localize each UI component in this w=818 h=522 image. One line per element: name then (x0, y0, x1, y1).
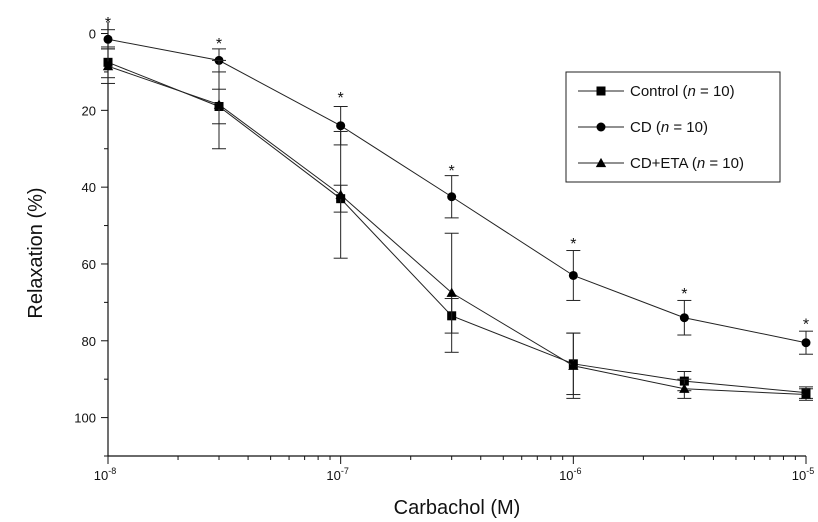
significance-star: * (105, 15, 111, 32)
y-tick-label: 40 (82, 180, 96, 195)
y-tick-label: 20 (82, 103, 96, 118)
significance-star: * (338, 90, 344, 107)
legend-item: CD (n = 10) (578, 119, 708, 136)
x-tick-label: 10-5 (792, 466, 814, 483)
legend-marker (595, 157, 607, 168)
data-point (679, 313, 689, 323)
significance-star: * (570, 236, 576, 253)
x-tick-label: 10-8 (94, 466, 116, 483)
legend-label: Control (n = 10) (630, 83, 735, 100)
data-point (335, 189, 346, 199)
data-point (213, 99, 225, 109)
x-axis-title: Carbachol (M) (394, 497, 521, 519)
x-tick-label: 10-6 (559, 466, 581, 483)
axes: 0 20 40 60 80 100 10-8 10-7 10-6 10-5 (74, 22, 814, 483)
series-cd-eta (101, 48, 813, 401)
legend-item: CD+ETA (n = 10) (578, 155, 744, 172)
legend-marker (596, 122, 606, 132)
y-axis-title: Relaxation (%) (25, 187, 47, 318)
data-point (679, 383, 690, 393)
data-point (800, 389, 812, 399)
data-point (568, 360, 579, 370)
x-tick-label: 10-7 (326, 466, 348, 483)
significance-star: * (803, 317, 809, 334)
data-point (102, 60, 114, 71)
data-point (801, 338, 811, 348)
data-point (446, 287, 457, 297)
annotation-layer: * * * * * * * (105, 15, 809, 333)
y-tick-label: 60 (82, 257, 96, 272)
data-point (336, 121, 346, 131)
legend: Control (n = 10) CD (n = 10) CD+ETA (n = 1… (565, 71, 781, 183)
legend-marker (596, 86, 606, 96)
significance-star: * (216, 36, 222, 53)
significance-star: * (681, 286, 687, 303)
data-point (447, 192, 457, 202)
significance-star: * (449, 163, 455, 180)
data-point (568, 270, 578, 280)
y-tick-label: 0 (89, 27, 96, 42)
legend-item: Control (n = 10) (578, 83, 735, 100)
y-tick-label: 100 (74, 411, 96, 426)
data-point (103, 34, 113, 44)
y-tick-label: 80 (82, 334, 96, 349)
legend-label: CD (n = 10) (630, 119, 708, 136)
series-layer (101, 29, 813, 401)
legend-label: CD+ETA (n = 10) (630, 155, 744, 172)
